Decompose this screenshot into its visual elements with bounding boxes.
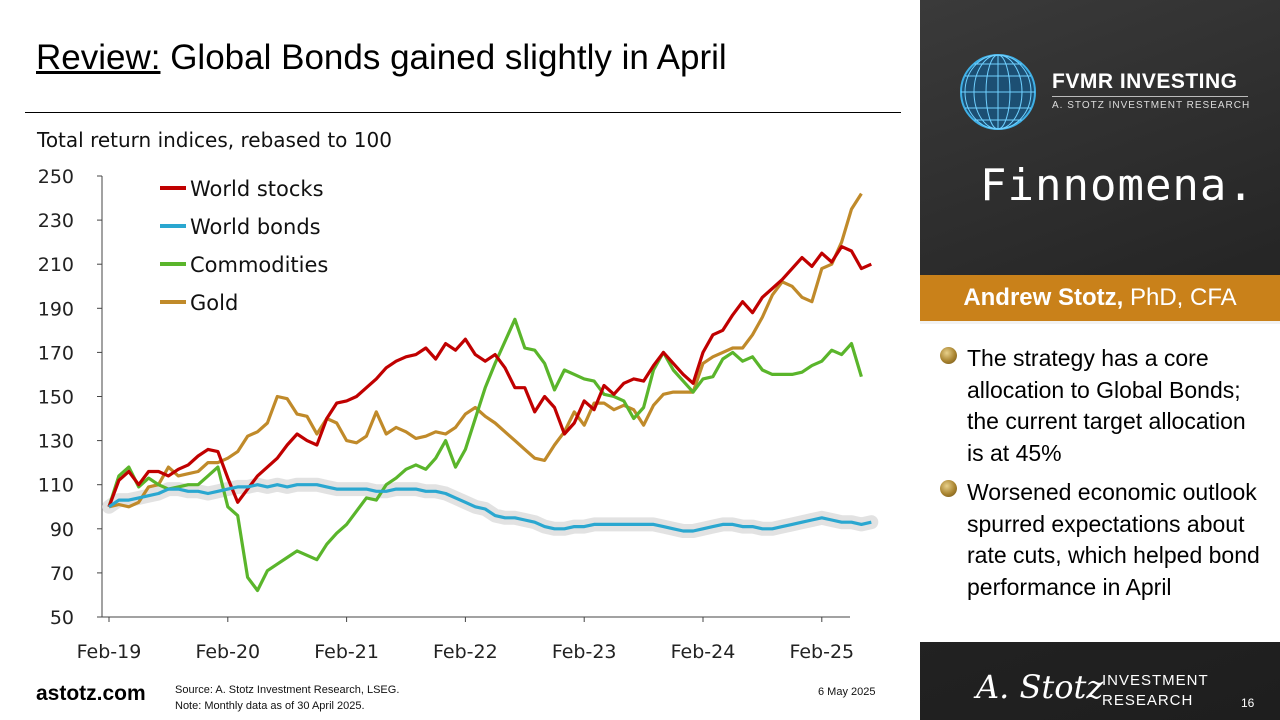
author-banner: Andrew Stotz, PhD, CFA <box>920 275 1280 324</box>
brand-subtitle: A. STOTZ INVESTMENT RESEARCH <box>1052 100 1251 111</box>
chart-area: Review: Global Bonds gained slightly in … <box>25 38 901 714</box>
y-tick-label: 250 <box>38 166 74 188</box>
signature-logo: A. Stotz <box>976 668 1104 706</box>
chart-title: Total return indices, rebased to 100 <box>37 128 392 152</box>
globe-icon <box>960 54 1036 130</box>
website-link[interactable]: astotz.com <box>36 682 146 705</box>
x-tick-label: Feb-25 <box>789 641 854 663</box>
title-prefix: Review: <box>36 38 161 77</box>
y-tick-label: 130 <box>38 431 74 453</box>
bullet-text: Worsened economic outlook spurred expect… <box>967 479 1260 600</box>
bullet-icon <box>940 480 957 497</box>
x-tick-label: Feb-22 <box>433 641 498 663</box>
y-tick-label: 110 <box>38 475 74 497</box>
y-tick-label: 230 <box>38 210 74 232</box>
footer-brand-line1: INVESTMENT <box>1102 672 1209 689</box>
x-tick-label: Feb-20 <box>195 641 260 663</box>
title-text: Global Bonds gained slightly in April <box>160 38 727 77</box>
brand-divider <box>1052 96 1248 97</box>
partner-logo: Finnomena. <box>980 160 1255 211</box>
x-tick-label: Feb-24 <box>671 641 736 663</box>
bullet-text: The strategy has a core allocation to Gl… <box>967 345 1246 466</box>
footer-brand-line2: RESEARCH <box>1102 692 1194 709</box>
x-tick-label: Feb-21 <box>314 641 379 663</box>
series-line-commodities <box>107 317 863 593</box>
page-number: 16 <box>1241 696 1255 710</box>
y-tick-label: 210 <box>38 254 74 276</box>
author-credentials: PhD, CFA <box>1123 284 1237 311</box>
series-line-world-stocks <box>107 244 872 508</box>
x-tick-label: Feb-19 <box>77 641 142 663</box>
y-tick-label: 170 <box>38 342 74 364</box>
slide-date: 6 May 2025 <box>818 686 876 698</box>
y-tick-label: 150 <box>38 387 74 409</box>
legend-label: Gold <box>190 291 238 315</box>
source-line: Source: A. Stotz Investment Research, LS… <box>175 684 400 696</box>
note-line: Note: Monthly data as of 30 April 2025. <box>175 700 365 712</box>
brand-name: FVMR INVESTING <box>1052 70 1238 93</box>
bullet-icon <box>940 347 957 364</box>
author-name: Andrew Stotz, <box>963 284 1124 311</box>
x-tick-label: Feb-23 <box>552 641 617 663</box>
series-line-world-bonds <box>108 483 872 533</box>
title-divider <box>25 112 901 113</box>
y-tick-label: 70 <box>50 563 74 585</box>
series-line-gold <box>108 192 863 509</box>
slide-title: Review: Global Bonds gained slightly in … <box>36 38 727 78</box>
legend-label: World stocks <box>190 177 324 201</box>
legend-label: Commodities <box>190 253 328 277</box>
line-chart: 50 70 90 110 130 150 170 190 210 230 250 Feb-19 Feb-… <box>38 166 879 663</box>
legend-label: World bonds <box>190 215 321 239</box>
commentary-panel: The strategy has a core allocation to Gl… <box>920 324 1280 642</box>
y-tick-label: 90 <box>50 519 74 541</box>
source-note: Source: A. Stotz Investment Research, LS… <box>175 682 399 714</box>
y-tick-label: 190 <box>38 298 74 320</box>
sidebar: FVMR INVESTING A. STOTZ INVESTMENT RESEA… <box>920 0 1280 720</box>
y-tick-label: 50 <box>50 607 74 629</box>
